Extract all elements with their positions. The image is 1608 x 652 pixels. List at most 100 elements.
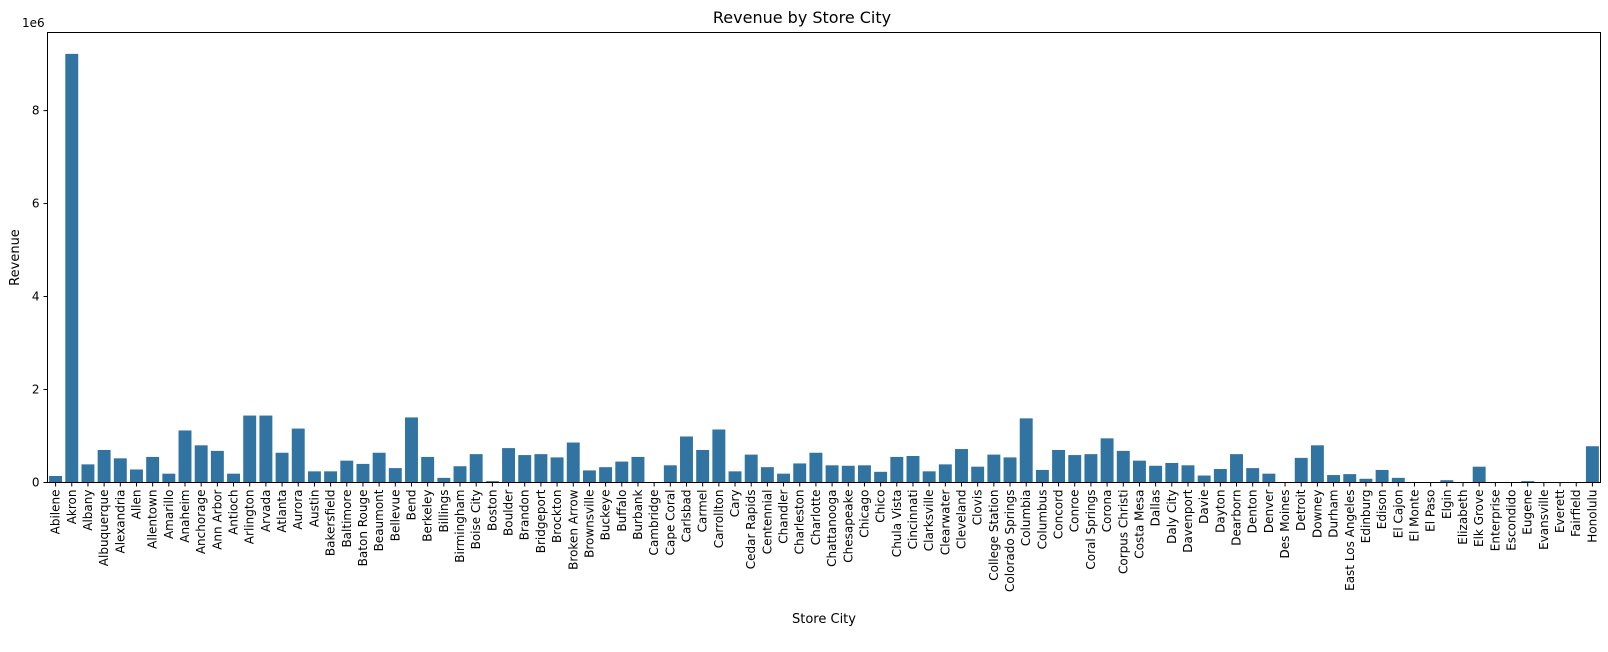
bar-edinburg <box>1359 478 1373 483</box>
y-tick-label: 2 <box>32 383 40 397</box>
x-tick-label: Abilene <box>49 490 63 535</box>
bar-honolulu <box>1585 446 1599 483</box>
bar-burbank <box>631 456 645 483</box>
y-axis-offset-label: 1e6 <box>22 16 45 30</box>
x-tick-label: Detroit <box>1294 489 1308 531</box>
x-tick-label: Baton Rouge <box>356 490 370 567</box>
x-tick-label: El Monte <box>1407 490 1421 542</box>
x-tick-label: Boise City <box>469 490 483 550</box>
x-tick-label: Clovis <box>971 490 985 526</box>
bar-buckeye <box>599 467 613 483</box>
x-tick-label: Charlotte <box>809 490 823 546</box>
x-tick-label: Ann Arbor <box>210 489 224 549</box>
bar-cincinnati <box>906 456 920 483</box>
bar-coral-springs <box>1084 454 1098 483</box>
bar-brockton <box>550 457 564 483</box>
bar-bakersfield <box>324 471 338 483</box>
bar-detroit <box>1294 457 1308 483</box>
bar-billings <box>437 477 451 483</box>
bar-aurora <box>291 428 305 483</box>
x-tick-label: Billings <box>437 490 451 533</box>
x-tick-label: Durham <box>1327 490 1341 538</box>
x-tick-label: Cincinnati <box>906 490 920 550</box>
x-tick-label: Brockton <box>550 490 564 543</box>
x-tick-label: Boston <box>485 489 499 530</box>
bar-broken-arrow <box>566 442 580 483</box>
bar-downey <box>1310 445 1324 483</box>
bar-denver <box>1262 473 1276 483</box>
x-tick-label: College Station <box>987 490 1001 581</box>
x-tick-label: Dearborn <box>1230 490 1244 546</box>
bars-layer <box>49 53 1599 483</box>
bar-corpus-christi <box>1116 450 1130 483</box>
x-tick-label: Honolulu <box>1585 490 1599 543</box>
bar-akron <box>65 53 79 483</box>
x-tick-label: Boulder <box>502 489 516 536</box>
x-tick-label: East Los Angeles <box>1343 490 1357 591</box>
x-tick-label: Chicago <box>857 490 871 538</box>
bar-boulder <box>502 448 516 483</box>
x-tick-label: Allentown <box>146 490 160 549</box>
bar-chula-vista <box>890 456 904 483</box>
bar-east-los-angeles <box>1343 474 1357 483</box>
bar-chicago <box>857 465 871 483</box>
x-tick-label: Denton <box>1246 490 1260 534</box>
bar-durham <box>1327 475 1341 483</box>
x-tick-label: Chandler <box>777 489 791 543</box>
bar-dallas <box>1149 465 1163 483</box>
x-tick-label: Des Moines <box>1278 490 1292 559</box>
bar-carrollton <box>712 429 726 483</box>
bar-atlanta <box>275 452 289 483</box>
x-tick-label: Carrollton <box>712 490 726 549</box>
bar-bridgeport <box>534 454 548 483</box>
bar-allentown <box>146 456 160 483</box>
bar-amarillo <box>162 473 176 483</box>
x-tick-label: Cape Coral <box>663 490 677 556</box>
bar-chico <box>874 471 888 483</box>
bar-elk-grove <box>1472 466 1486 483</box>
y-axis-label: Revenue <box>8 229 23 286</box>
y-tick-label: 8 <box>32 104 40 118</box>
bar-boise-city <box>469 454 483 483</box>
x-tick-label: Birmingham <box>453 490 467 563</box>
bar-berkeley <box>421 456 435 483</box>
x-tick-label: Buckeye <box>599 490 613 541</box>
x-tick-label: Davie <box>1197 490 1211 524</box>
bar-beaumont <box>372 452 386 483</box>
x-tick-label: Fairfield <box>1569 490 1583 537</box>
bar-albany <box>81 464 95 483</box>
x-tick-label: Elk Grove <box>1472 490 1486 547</box>
bar-eugene <box>1521 481 1535 483</box>
bar-corona <box>1100 438 1114 483</box>
bar-baltimore <box>340 460 354 483</box>
x-tick-label: Beaumont <box>372 489 386 551</box>
plot-frame <box>47 32 1601 483</box>
bar-el-cajon <box>1391 477 1405 483</box>
bar-elgin <box>1440 480 1454 483</box>
bar-dearborn <box>1230 454 1243 483</box>
bar-antioch <box>227 473 241 483</box>
x-tick-label: Austin <box>307 490 321 528</box>
x-tick-label: Bellevue <box>388 490 402 542</box>
x-tick-label: Carlsbad <box>679 490 693 543</box>
x-tick-label: Bakersfield <box>324 490 338 557</box>
x-tick-label: Dayton <box>1213 490 1227 533</box>
x-tick-label: Edinburg <box>1359 490 1373 544</box>
x-tick-label: Chattanooga <box>825 490 839 567</box>
x-tick-label: Cambridge <box>647 490 661 556</box>
x-tick-label: Chesapeake <box>841 490 855 563</box>
bar-davie <box>1197 475 1211 483</box>
bar-denton <box>1246 468 1260 483</box>
bar-ann-arbor <box>210 450 224 483</box>
x-tick-label: Charleston <box>793 490 807 555</box>
bar-cedar-rapids <box>744 454 758 483</box>
x-tick-label: Edison <box>1375 490 1389 530</box>
x-tick-label: Dallas <box>1149 490 1163 527</box>
bar-clearwater <box>938 464 952 483</box>
x-tick-label: Elizabeth <box>1456 490 1470 545</box>
x-tick-label: Evansville <box>1537 490 1551 550</box>
x-tick-label: Coral Springs <box>1084 490 1098 570</box>
bar-chandler <box>777 473 791 483</box>
x-tick-label: Antioch <box>227 490 241 535</box>
